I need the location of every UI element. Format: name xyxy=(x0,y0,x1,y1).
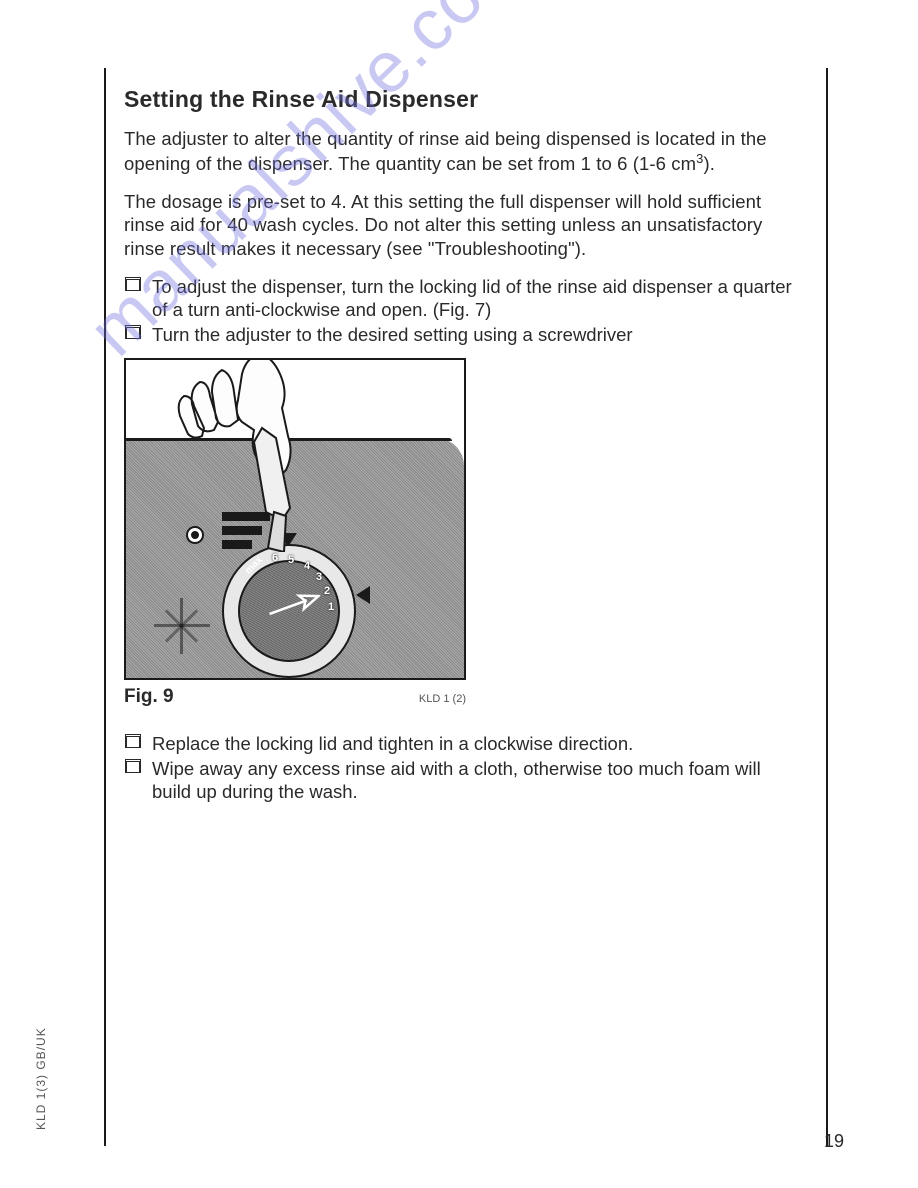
para1-part-a: The adjuster to alter the quantity of ri… xyxy=(124,128,767,174)
list-item-text: Wipe away any excess rinse aid with a cl… xyxy=(152,758,761,802)
figure-illustration: max 6 5 4 3 2 1 xyxy=(124,358,466,680)
sparkle-icon xyxy=(154,598,210,654)
paragraph-1: The adjuster to alter the quantity of ri… xyxy=(124,127,804,176)
list-item-text: Replace the locking lid and tighten in a… xyxy=(152,733,633,754)
dial-num-5: 5 xyxy=(288,554,294,566)
side-document-code: KLD 1(3) GB/UK xyxy=(34,1027,48,1130)
dial-num-1: 1 xyxy=(328,601,334,613)
bullet-list-bottom: Replace the locking lid and tighten in a… xyxy=(124,732,804,803)
para1-part-b: ). xyxy=(703,153,715,174)
dial-num-2: 2 xyxy=(324,585,330,597)
square-bullet-icon xyxy=(126,761,140,773)
arrow-left-icon xyxy=(356,586,370,604)
figure-code: KLD 1 (2) xyxy=(419,693,466,705)
square-bullet-icon xyxy=(126,736,140,748)
dial-num-6: 6 xyxy=(272,552,278,564)
square-bullet-icon xyxy=(126,327,140,339)
dial-num-4: 4 xyxy=(304,560,310,572)
list-item: Turn the adjuster to the desired setting… xyxy=(124,323,804,346)
square-bullet-icon xyxy=(126,279,140,291)
hand-with-screwdriver-icon xyxy=(164,358,334,552)
bullet-list-top: To adjust the dispenser, turn the lockin… xyxy=(124,275,804,346)
page-number: 19 xyxy=(824,1131,844,1152)
figure-label: Fig. 9 xyxy=(124,686,174,708)
list-item: To adjust the dispenser, turn the lockin… xyxy=(124,275,804,321)
section-heading: Setting the Rinse Aid Dispenser xyxy=(124,86,804,113)
figure-9: max 6 5 4 3 2 1 Fig. 9 KLD 1 (2) xyxy=(124,358,466,708)
page-content-frame: Setting the Rinse Aid Dispenser The adju… xyxy=(104,68,828,1146)
list-item-text: Turn the adjuster to the desired setting… xyxy=(152,324,633,345)
paragraph-2: The dosage is pre-set to 4. At this sett… xyxy=(124,190,804,261)
dial-num-3: 3 xyxy=(316,571,322,583)
list-item: Replace the locking lid and tighten in a… xyxy=(124,732,804,755)
figure-caption-row: Fig. 9 KLD 1 (2) xyxy=(124,686,466,708)
list-item-text: To adjust the dispenser, turn the lockin… xyxy=(152,276,792,320)
list-item: Wipe away any excess rinse aid with a cl… xyxy=(124,757,804,803)
